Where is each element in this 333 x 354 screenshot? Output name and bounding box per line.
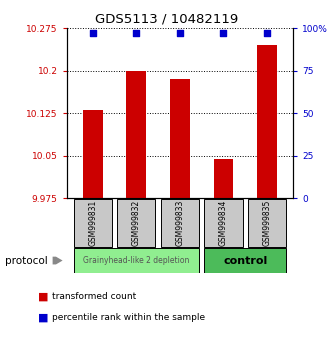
Text: GDS5113 / 10482119: GDS5113 / 10482119: [95, 12, 238, 25]
Text: GSM999835: GSM999835: [262, 200, 271, 246]
Point: [90, 30, 95, 36]
FancyArrow shape: [53, 257, 63, 264]
Text: GSM999833: GSM999833: [175, 200, 184, 246]
Text: Grainyhead-like 2 depletion: Grainyhead-like 2 depletion: [83, 256, 189, 265]
FancyBboxPatch shape: [248, 199, 286, 247]
FancyBboxPatch shape: [161, 199, 199, 247]
Text: ■: ■: [38, 291, 49, 301]
Bar: [83, 110, 103, 198]
Text: ■: ■: [38, 313, 49, 322]
FancyBboxPatch shape: [74, 248, 199, 273]
Bar: [127, 71, 146, 198]
FancyBboxPatch shape: [204, 199, 242, 247]
Text: GSM999834: GSM999834: [219, 200, 228, 246]
Text: GSM999831: GSM999831: [88, 200, 97, 246]
Bar: [213, 159, 233, 198]
FancyBboxPatch shape: [74, 199, 112, 247]
Text: percentile rank within the sample: percentile rank within the sample: [52, 313, 205, 322]
Text: GSM999832: GSM999832: [132, 200, 141, 246]
Bar: [257, 45, 277, 198]
Text: transformed count: transformed count: [52, 292, 136, 301]
Text: control: control: [223, 256, 267, 266]
Point: [264, 30, 270, 36]
Point: [177, 30, 182, 36]
Bar: [170, 79, 189, 198]
FancyBboxPatch shape: [204, 248, 286, 273]
FancyBboxPatch shape: [117, 199, 156, 247]
Text: protocol: protocol: [5, 256, 48, 266]
Point: [221, 30, 226, 36]
Point: [134, 30, 139, 36]
